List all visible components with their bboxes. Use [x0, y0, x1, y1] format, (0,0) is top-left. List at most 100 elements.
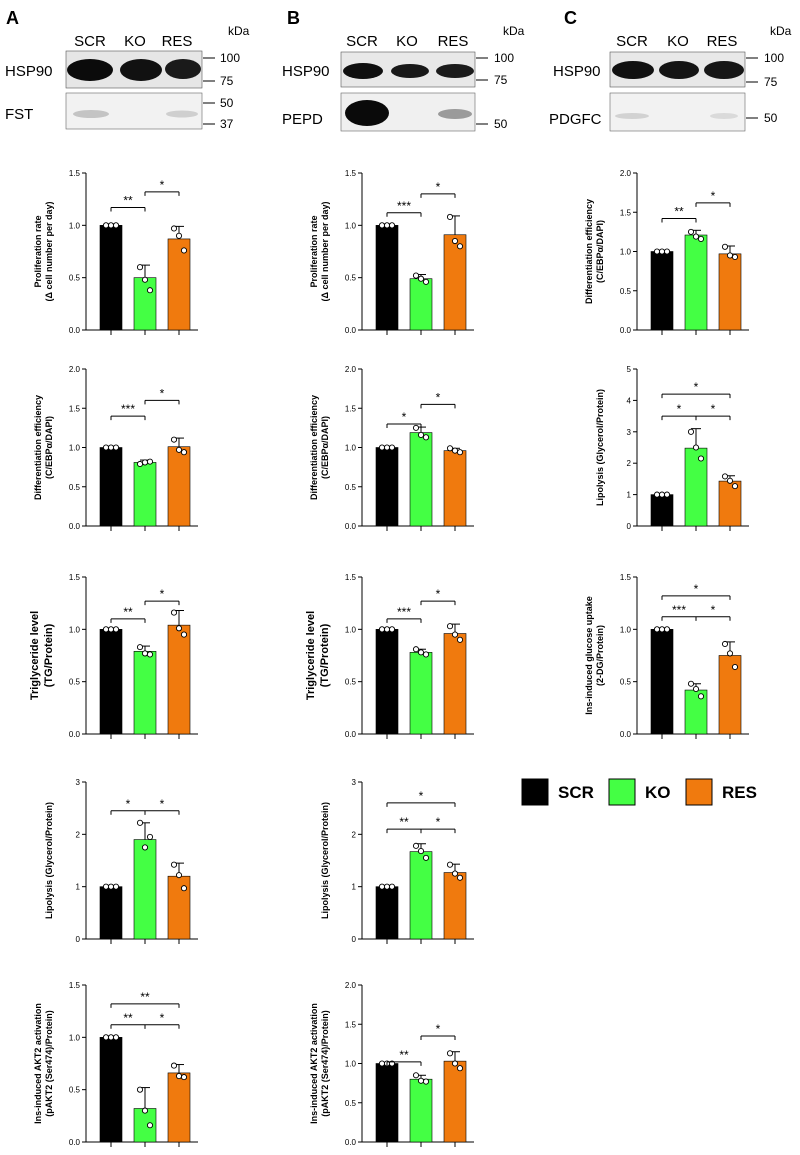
data-point: [141, 1107, 149, 1114]
bar-res: [167, 446, 191, 527]
blot-panel-A: A SCR KO RES kDa HSP90 100 75 FST 50 37: [5, 8, 250, 131]
bar-ko: [409, 278, 433, 331]
data-point: [692, 444, 700, 451]
bar-res: [167, 875, 191, 940]
significance-label: **: [123, 605, 133, 619]
data-point: [417, 431, 425, 438]
data-point: [180, 631, 188, 638]
chart-c-10: 0.0 0.5 1.0 1.5 2.0 Differentiation efficienc…: [584, 169, 749, 335]
y-axis-label: (2-DG/Protein): [595, 625, 605, 686]
y-tick-label: 3: [627, 428, 632, 437]
legend-swatch: [521, 778, 549, 806]
bar-res: [167, 238, 191, 331]
y-tick-label: 1.5: [345, 1020, 357, 1029]
bar-res: [718, 480, 742, 527]
data-point: [107, 444, 115, 451]
significance-label: *: [694, 380, 699, 394]
lane-label-ko: KO: [396, 33, 418, 50]
y-tick-label: 1.5: [69, 404, 81, 413]
significance-label: *: [160, 587, 165, 601]
y-tick-label: 0.5: [69, 274, 81, 283]
data-point: [456, 243, 464, 250]
data-point: [422, 278, 430, 285]
data-point: [412, 424, 420, 431]
blot-label-pdgfc: PDGFC: [549, 111, 602, 128]
marker-label: 50: [764, 111, 778, 125]
data-point: [136, 1086, 144, 1093]
significance-label: *: [419, 789, 424, 803]
data-point: [141, 844, 149, 851]
lane-label-res: RES: [438, 33, 469, 50]
y-tick-label: 1.0: [345, 221, 357, 230]
bar-res: [443, 872, 467, 940]
y-axis-label: (TG/Protein): [319, 623, 331, 687]
y-tick-label: 1.0: [345, 625, 357, 634]
lane-label-ko: KO: [124, 33, 146, 50]
significance-label: *: [160, 178, 165, 192]
data-point: [180, 449, 188, 456]
y-axis-label: (Δ cell number per day): [44, 202, 54, 302]
data-point: [422, 854, 430, 861]
bar-scr: [99, 629, 123, 735]
data-point: [653, 491, 661, 498]
data-point: [658, 248, 666, 255]
y-tick-label: 1.5: [620, 573, 632, 582]
bar-scr: [375, 447, 399, 527]
marker-label: 75: [764, 75, 778, 89]
chart-a-4: 0.0 0.5 1.0 1.5 Ins-induced AKT2 activation(…: [33, 981, 198, 1147]
bar-ko: [409, 851, 433, 940]
data-point: [446, 445, 454, 452]
data-point: [658, 491, 666, 498]
data-point: [726, 477, 734, 484]
data-point: [451, 870, 459, 877]
lane-label-scr: SCR: [346, 33, 378, 50]
data-point: [383, 222, 391, 229]
bar-scr: [375, 1063, 399, 1143]
blot-band: [343, 63, 383, 79]
marker-label: 100: [494, 51, 514, 65]
y-tick-label: 1.0: [69, 221, 81, 230]
y-axis-label: Lipolysis (Glycerol/Protein): [44, 802, 54, 919]
significance-label: ***: [121, 402, 135, 416]
significance-label: ***: [397, 199, 411, 213]
data-point: [112, 883, 120, 890]
y-tick-label: 0.0: [69, 326, 81, 335]
data-point: [692, 685, 700, 693]
y-tick-label: 1.5: [345, 169, 357, 178]
y-axis-label: Ins-induced glucose uptake: [584, 596, 594, 715]
y-tick-label: 2.0: [620, 169, 632, 178]
bar-scr: [650, 251, 674, 331]
data-point: [102, 444, 110, 451]
y-tick-label: 0.5: [345, 1099, 357, 1108]
data-point: [731, 663, 739, 671]
significance-label: *: [711, 189, 716, 203]
data-point: [687, 428, 695, 435]
data-point: [378, 444, 386, 451]
y-axis-label: (Δ cell number per day): [320, 202, 330, 302]
data-point: [383, 626, 391, 633]
legend-item-scr: SCR: [521, 778, 594, 806]
data-point: [170, 1062, 178, 1069]
bar-scr: [650, 629, 674, 735]
data-point: [721, 473, 729, 480]
bar-ko: [409, 432, 433, 527]
data-point: [107, 222, 115, 229]
bar-res: [443, 450, 467, 527]
y-axis-label: (C/EBPα/DAPI): [320, 416, 330, 479]
data-point: [388, 444, 396, 451]
y-tick-label: 1.0: [620, 625, 632, 634]
kda-label: kDa: [503, 24, 525, 38]
data-point: [175, 872, 183, 879]
data-point: [456, 636, 464, 643]
bar-ko: [133, 839, 157, 940]
data-point: [175, 232, 183, 239]
blot-band: [615, 113, 649, 119]
data-point: [102, 222, 110, 229]
y-tick-label: 1: [352, 883, 357, 892]
y-axis-label: Proliferation rate: [309, 215, 319, 287]
data-point: [687, 228, 695, 235]
data-point: [658, 626, 666, 633]
legend-label: SCR: [558, 783, 594, 802]
significance-label: *: [160, 797, 165, 811]
